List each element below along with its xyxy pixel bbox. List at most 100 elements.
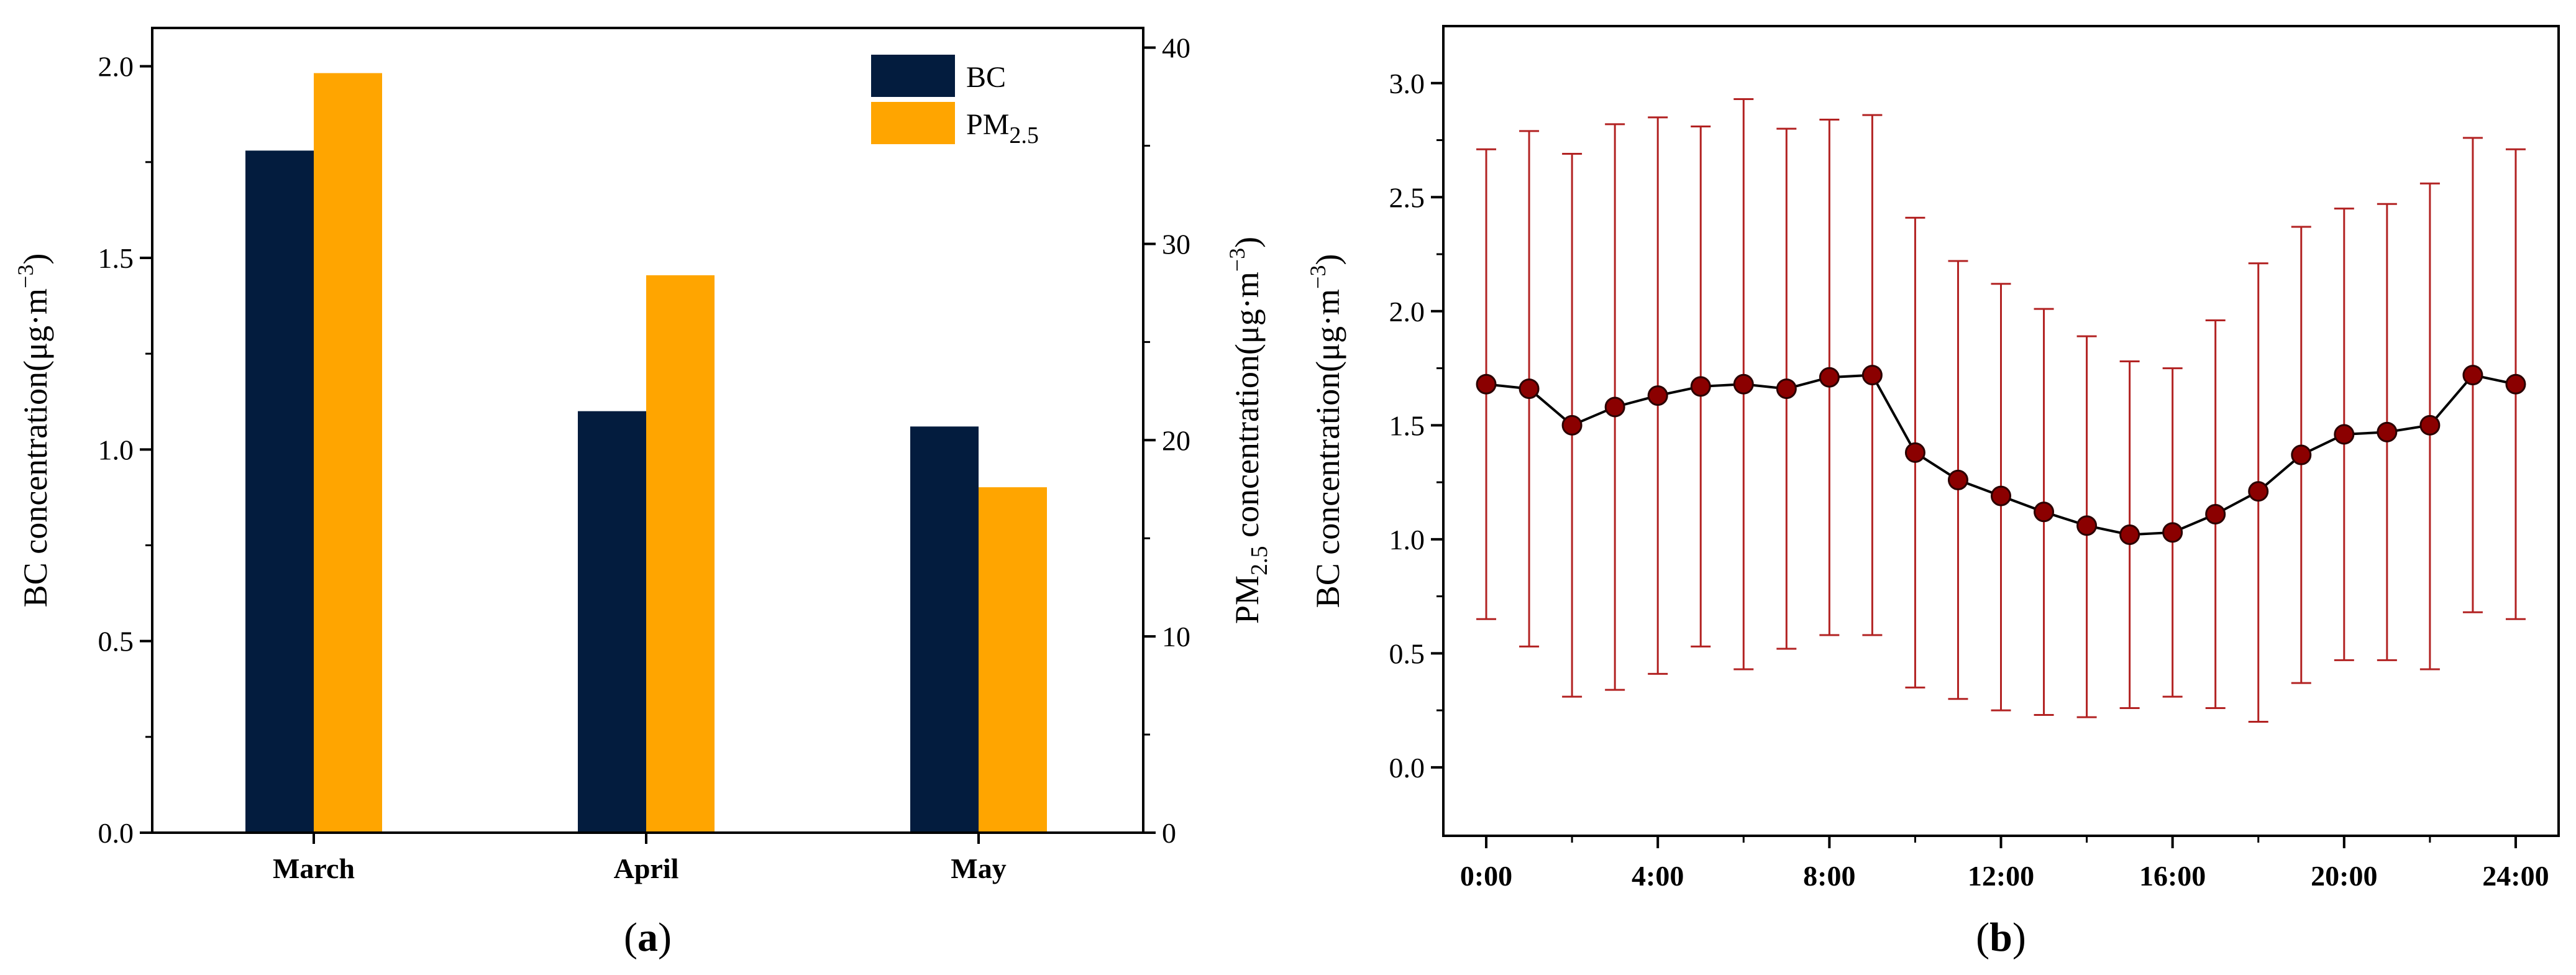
plot-frame: [151, 27, 1144, 834]
left-tick-label: 0.0: [98, 817, 134, 849]
panel-label-a-letter: a: [637, 915, 658, 960]
left-tick-label: 1.0: [98, 434, 134, 465]
panel-label-b: (b): [1976, 915, 2026, 960]
bar-pm25-april: [646, 275, 715, 833]
data-point: [2291, 444, 2312, 465]
y-axis-label-sup: −3: [1305, 265, 1330, 289]
bar-pm25-may: [979, 487, 1047, 833]
right-axis-ticks: 0 10 20 30 40: [1143, 32, 1190, 849]
x-tick-label: 4:00: [1632, 860, 1684, 892]
data-point: [1476, 373, 1497, 395]
legend-label-bc-text: BC: [966, 61, 1006, 94]
legend-label-pm25-text: PM: [966, 108, 1009, 141]
category-label: May: [951, 853, 1006, 884]
y-tick-label: 0.0: [1389, 752, 1425, 784]
data-point: [2334, 424, 2355, 445]
right-tick-label: 40: [1162, 32, 1190, 64]
bar-pm25-march: [314, 73, 382, 833]
data-point: [1561, 414, 1583, 436]
bar-group: [245, 73, 1047, 833]
legend-swatch-bc: [871, 55, 955, 97]
y-tick-label: 0.5: [1389, 638, 1425, 669]
data-point: [1861, 365, 1883, 386]
x-tick-label: 0:00: [1460, 860, 1512, 892]
data-point: [2119, 524, 2140, 546]
left-tick-label: 1.5: [98, 242, 134, 274]
right-tick-label: 20: [1162, 424, 1190, 456]
category-label: March: [273, 853, 355, 884]
category-label: April: [614, 853, 679, 884]
data-point: [1733, 373, 1754, 395]
legend-label-pm25-sub: 2.5: [1009, 122, 1039, 149]
y-axis-label-close: ): [1309, 254, 1346, 265]
right-tick-label: 30: [1162, 228, 1190, 260]
data-point: [2462, 365, 2483, 386]
left-tick-label: 0.5: [98, 626, 134, 657]
data-point: [1819, 367, 1840, 388]
y-tick-label: 2.0: [1389, 296, 1425, 327]
x-tick-label: 16:00: [2139, 860, 2206, 892]
right-tick-label: 10: [1162, 621, 1190, 652]
panel-label-b-letter: b: [1989, 915, 2012, 960]
data-point: [2034, 501, 2055, 523]
data-point: [1904, 442, 1925, 463]
legend-label-pm25: PM2.5: [966, 108, 1039, 149]
data-point: [1519, 378, 1540, 400]
panel-label-a-close: ): [658, 915, 672, 960]
right-axis-label-close: ): [1228, 237, 1266, 248]
y-axis-label: BC concentration(μg·m−3): [1305, 254, 1346, 608]
x-tick-label: 24:00: [2482, 860, 2549, 892]
data-point: [1690, 376, 1711, 397]
x-tick-label: 12:00: [1968, 860, 2034, 892]
data-point: [2205, 503, 2226, 524]
legend: BC PM2.5: [871, 55, 1039, 149]
data-point: [1604, 396, 1625, 418]
bar-bc-march: [245, 150, 314, 833]
data-points: [1476, 365, 2526, 546]
data-point: [2419, 414, 2441, 436]
left-axis-label-text: BC concentration(μg·m: [17, 288, 54, 607]
category-labels: March April May: [273, 833, 1007, 884]
left-axis-ticks: 0.0 0.5 1.0 1.5 2.0: [98, 51, 152, 849]
x-tick-label: 20:00: [2311, 860, 2377, 892]
left-axis-label: BC concentration(μg·m−3): [13, 254, 54, 608]
left-axis-label-sup: −3: [13, 265, 38, 288]
right-axis-label: PM2.5 concentration(μg·m−3): [1225, 237, 1272, 624]
y-tick-label: 1.5: [1389, 410, 1425, 441]
panel-label-b-open: (: [1976, 915, 1989, 960]
left-axis-label-close: ): [17, 254, 54, 265]
error-bars: [1476, 98, 2526, 723]
left-tick-label: 2.0: [98, 51, 134, 83]
bar-bc-may: [910, 426, 979, 833]
data-point: [2248, 481, 2269, 502]
legend-swatch-pm25: [871, 102, 955, 144]
x-tick-label: 8:00: [1803, 860, 1855, 892]
right-axis-label-pre: PM: [1228, 575, 1266, 624]
y-tick-label: 1.0: [1389, 524, 1425, 556]
bar-bc-april: [578, 411, 646, 833]
data-point: [1776, 378, 1797, 400]
axis-ticks: 0.0 0.5 1.0 1.5 2.0 2.5 3.0 0:00 4:00 8:00 12:00 16…: [1389, 68, 2549, 892]
data-point: [1947, 469, 1968, 490]
y-tick-label: 2.5: [1389, 181, 1425, 213]
right-axis-label-sup: −3: [1225, 248, 1249, 272]
panel-label-a: (a): [624, 915, 672, 960]
data-point: [2377, 421, 2398, 442]
panel-label-b-close: ): [2012, 915, 2026, 960]
right-axis-label-text: concentration(μg·m: [1228, 272, 1266, 546]
data-point: [1991, 485, 2011, 506]
legend-label-bc: BC: [966, 61, 1006, 94]
data-point: [2505, 373, 2526, 395]
y-tick-label: 3.0: [1389, 68, 1425, 99]
right-axis-label-sub: 2.5: [1246, 546, 1272, 576]
panel-label-a-open: (: [624, 915, 637, 960]
data-point: [2162, 522, 2183, 543]
line-chart-panel: 0.0 0.5 1.0 1.5 2.0 2.5 3.0 0:00 4:00 8:00 12:00 16…: [1305, 25, 2560, 960]
y-axis-label-text: BC concentration(μg·m: [1309, 289, 1346, 608]
data-point: [1647, 385, 1668, 406]
right-tick-label: 0: [1162, 817, 1176, 849]
data-point: [2076, 515, 2098, 536]
